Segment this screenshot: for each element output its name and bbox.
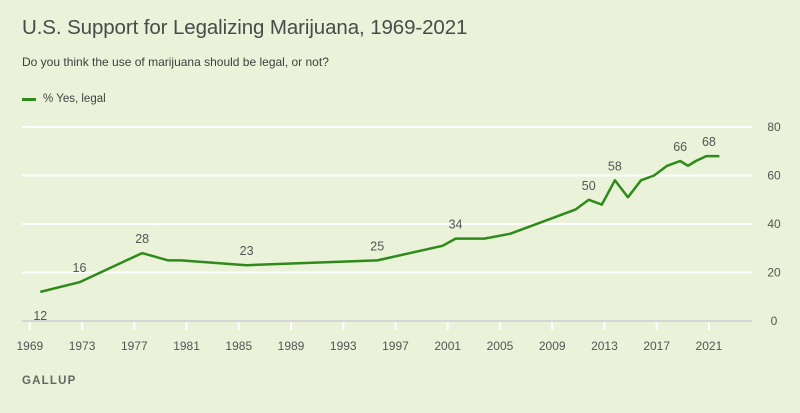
x-tick-label: 2013 [591, 339, 618, 353]
data-labels: 12 16 28 23 25 34 50 58 66 68 [33, 135, 716, 323]
x-tick-label: 2001 [434, 339, 461, 353]
y-tick-label: 0 [771, 314, 778, 328]
x-tick-label: 1985 [225, 339, 252, 353]
x-tick-label: 1977 [121, 339, 148, 353]
data-label: 23 [240, 244, 254, 258]
series-line-yes-legal [39, 154, 720, 294]
y-tick-label: 80 [767, 120, 781, 134]
data-label: 25 [370, 239, 384, 253]
x-tick-label: 2021 [696, 339, 723, 353]
y-tick-label: 20 [767, 266, 781, 280]
x-tick-label: 2005 [487, 339, 514, 353]
data-label: 58 [608, 159, 622, 173]
legend-line-swatch-icon [22, 98, 36, 101]
data-label: 50 [582, 179, 596, 193]
chart-title: U.S. Support for Legalizing Marijuana, 1… [22, 16, 468, 39]
data-label: 68 [702, 135, 716, 149]
x-tick-label: 1989 [278, 339, 305, 353]
y-axis: 0 20 40 60 80 [767, 120, 781, 328]
legend-label: % Yes, legal [43, 93, 106, 105]
x-tick-label: 1973 [69, 339, 96, 353]
gridlines [22, 126, 752, 322]
data-label: 16 [73, 261, 87, 275]
x-tick-label: 2009 [539, 339, 566, 353]
y-tick-label: 60 [767, 169, 781, 183]
x-tick-label: 1997 [382, 339, 409, 353]
x-tick-label: 1969 [16, 339, 43, 353]
series [39, 154, 720, 294]
x-tick-label: 1993 [330, 339, 357, 353]
x-tick-label: 2017 [643, 339, 670, 353]
source-logo: GALLUP [22, 375, 77, 387]
x-axis: 1969 1973 1977 1981 1985 1989 1993 1997 2001 2005… [16, 322, 723, 353]
y-tick-label: 40 [767, 217, 781, 231]
chart-subtitle: Do you think the use of marijuana should… [22, 55, 329, 69]
data-label: 34 [449, 218, 463, 232]
x-tick-label: 1981 [173, 339, 200, 353]
data-label: 66 [673, 140, 687, 154]
data-label: 28 [135, 232, 149, 246]
legend: % Yes, legal [22, 93, 106, 105]
data-label: 12 [33, 309, 47, 323]
